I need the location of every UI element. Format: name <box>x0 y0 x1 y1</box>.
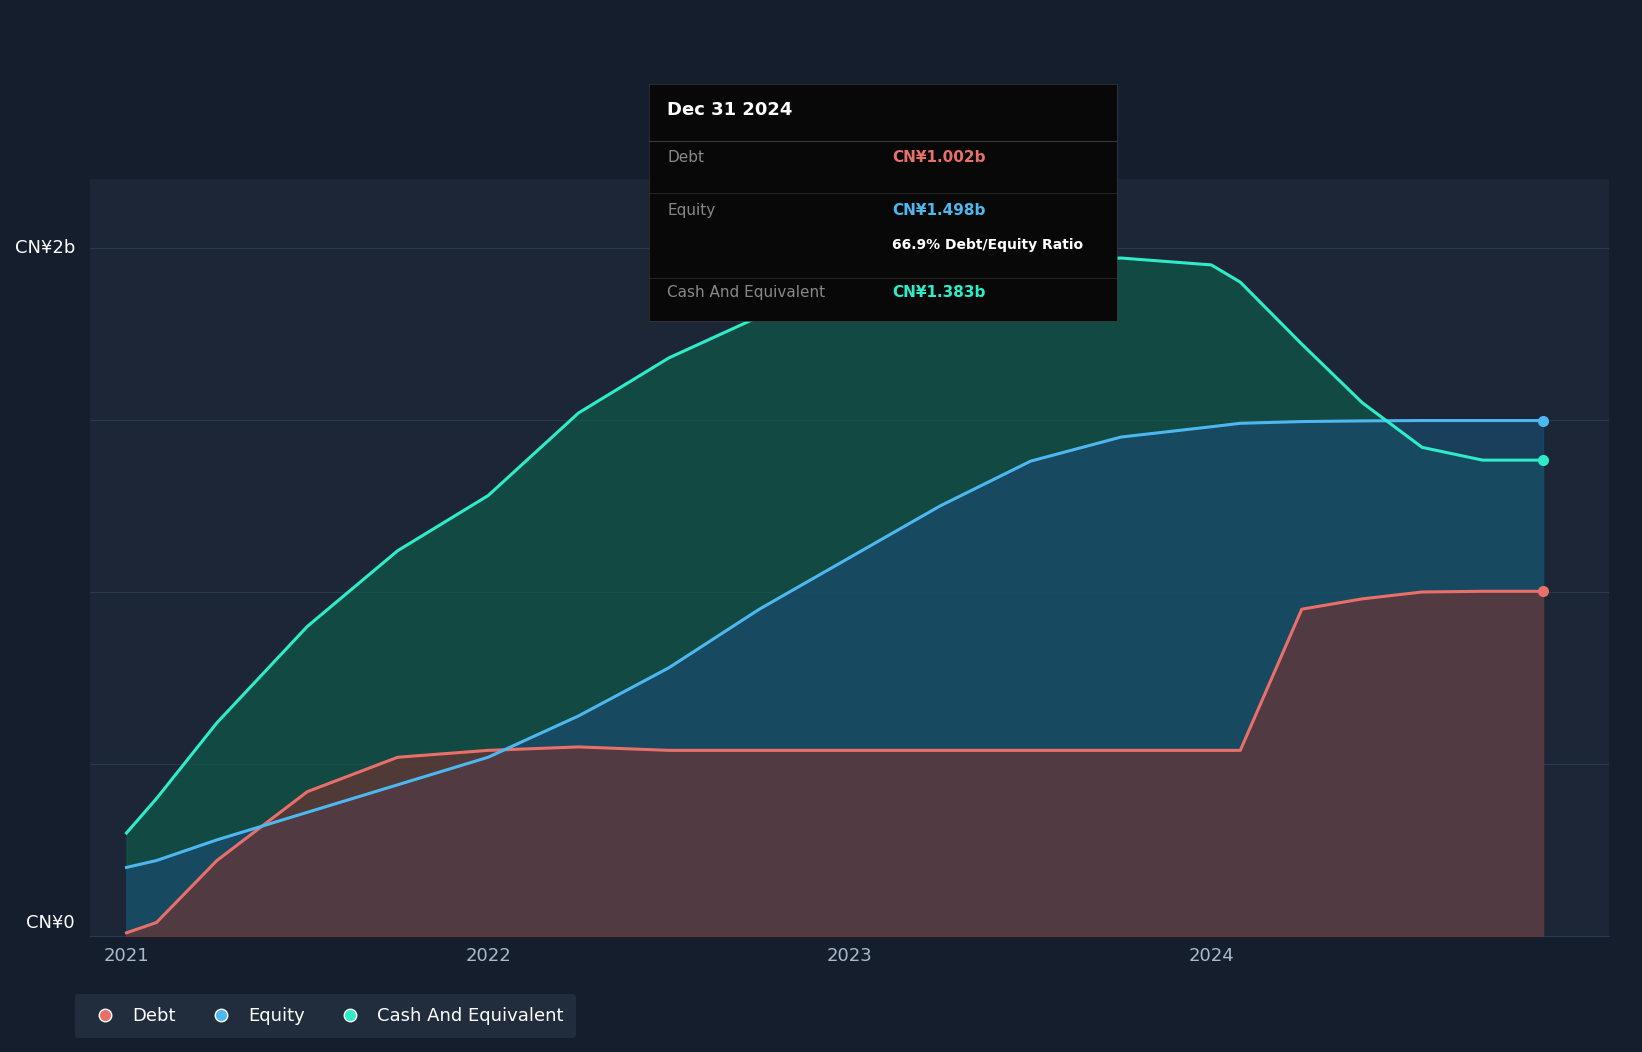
Text: CN¥2b: CN¥2b <box>15 239 76 257</box>
Text: 66.9% Debt/Equity Ratio: 66.9% Debt/Equity Ratio <box>892 238 1084 252</box>
Text: CN¥1.002b: CN¥1.002b <box>892 150 985 165</box>
Text: Equity: Equity <box>667 202 716 218</box>
Legend: Debt, Equity, Cash And Equivalent: Debt, Equity, Cash And Equivalent <box>74 994 576 1037</box>
Text: Debt: Debt <box>667 150 704 165</box>
Text: CN¥1.383b: CN¥1.383b <box>892 285 985 301</box>
Text: CN¥0: CN¥0 <box>26 914 76 932</box>
Text: CN¥1.498b: CN¥1.498b <box>892 202 985 218</box>
Text: Dec 31 2024: Dec 31 2024 <box>667 101 793 119</box>
Text: Cash And Equivalent: Cash And Equivalent <box>667 285 826 301</box>
